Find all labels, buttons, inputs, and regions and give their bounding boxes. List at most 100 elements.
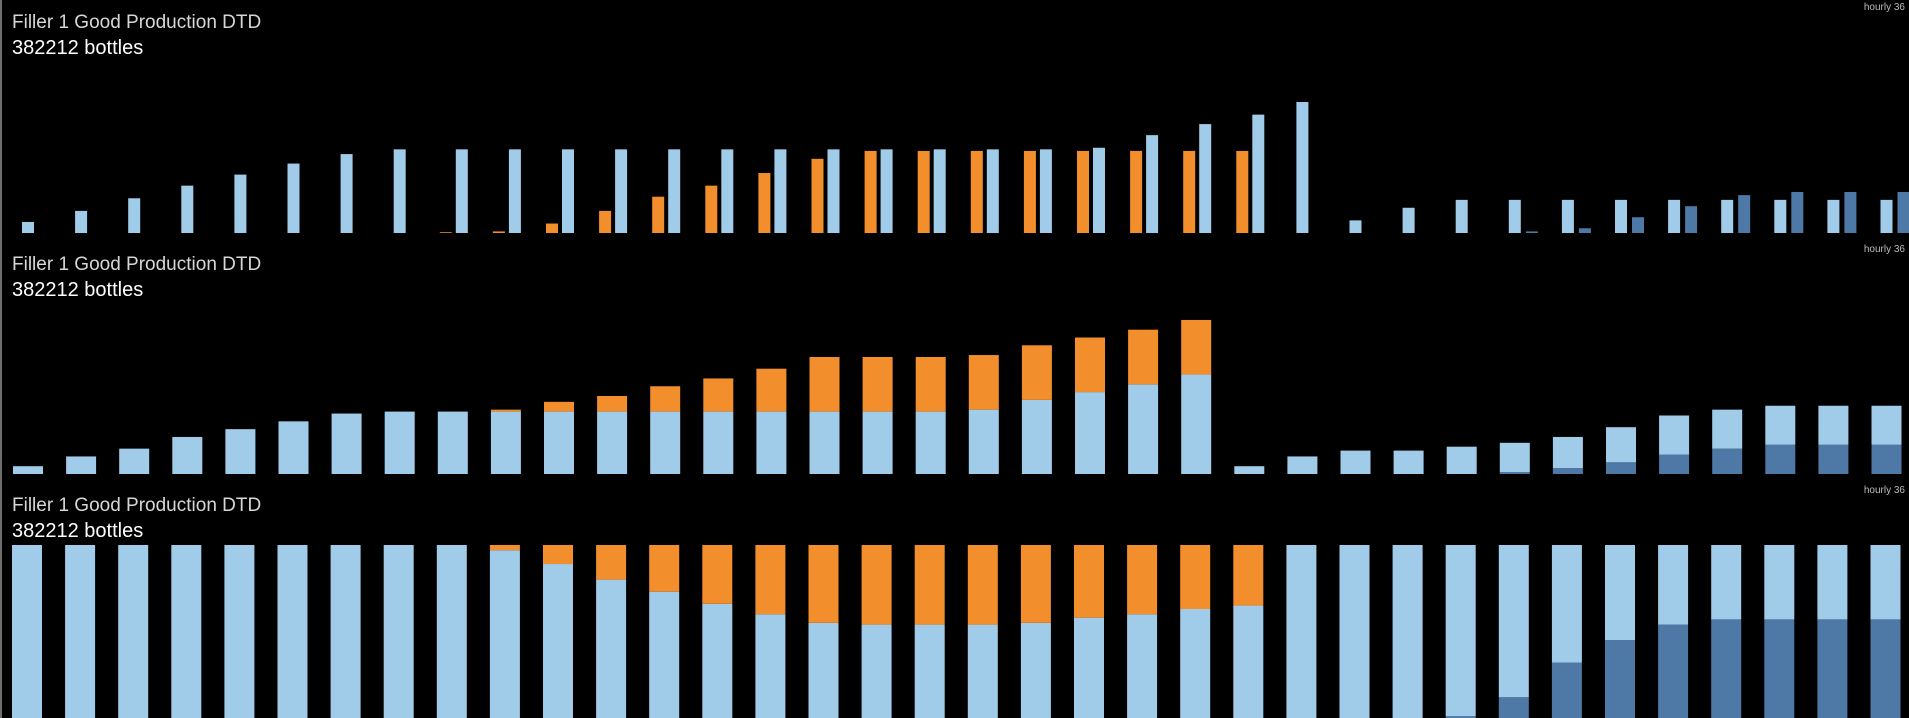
bar-reject xyxy=(756,368,787,412)
bar-other xyxy=(1606,462,1636,474)
bar-other xyxy=(1578,228,1591,233)
bar-good xyxy=(1233,605,1264,718)
chart-1-badge: hourly 36 xyxy=(1863,2,1905,13)
bar-other xyxy=(1445,716,1476,718)
bar-other xyxy=(1897,191,1909,233)
bar-reject xyxy=(492,231,505,233)
bar-reject xyxy=(650,386,681,412)
chart-panel-2: Filler 1 Good Production DTD 382212 bott… xyxy=(0,242,1909,483)
chart-3-plot xyxy=(12,545,1901,718)
bar-other xyxy=(1712,448,1743,474)
bar-good xyxy=(436,545,467,718)
bar-reject xyxy=(755,545,786,615)
bar-good xyxy=(650,411,681,474)
chart-3-badge: hourly 36 xyxy=(1863,485,1905,496)
bar-good xyxy=(277,545,308,718)
bar-reject xyxy=(544,401,574,412)
chart-2-badge: hourly 36 xyxy=(1863,244,1905,255)
bar-good xyxy=(1252,114,1265,233)
bar-good xyxy=(1764,545,1795,620)
chart-1-value: 382212 bottles xyxy=(12,37,144,59)
bar-other xyxy=(1738,195,1751,233)
bar-other xyxy=(1870,619,1901,718)
bar-good xyxy=(224,545,255,718)
bar-good xyxy=(1199,124,1212,233)
bar-good xyxy=(1552,436,1583,469)
bar-good xyxy=(1711,545,1742,620)
bar-good xyxy=(914,624,945,718)
bar-good xyxy=(1606,427,1636,463)
bar-other xyxy=(1498,697,1529,718)
bar-reject xyxy=(1236,150,1249,233)
bar-good xyxy=(1446,446,1477,474)
bar-good xyxy=(1721,199,1734,233)
bar-reject xyxy=(968,355,999,410)
bar-reject xyxy=(862,357,893,412)
bar-reject xyxy=(652,196,665,233)
bar-good xyxy=(1021,399,1052,474)
bar-reject xyxy=(1021,345,1052,400)
bar-good xyxy=(22,221,34,233)
bar-reject xyxy=(546,223,558,233)
chart-2-plot xyxy=(13,319,1902,474)
chart-3-title: Filler 1 Good Production DTD xyxy=(12,495,262,516)
bar-other xyxy=(1685,206,1698,233)
bar-good xyxy=(1445,545,1476,717)
bar-good xyxy=(1349,220,1362,233)
bar-reject xyxy=(864,150,877,233)
bar-good xyxy=(1498,545,1529,698)
bar-other xyxy=(1499,472,1530,474)
bar-good xyxy=(809,411,840,474)
bar-good xyxy=(490,411,521,474)
bar-good xyxy=(234,174,247,233)
bar-good xyxy=(597,411,628,474)
bar-good xyxy=(181,185,194,233)
bar-good xyxy=(1880,199,1893,233)
bar-reject xyxy=(967,545,998,625)
bar-good xyxy=(933,149,946,233)
bar-reject xyxy=(970,150,983,233)
bar-good xyxy=(1765,405,1796,445)
bar-good xyxy=(1181,374,1212,474)
bar-good xyxy=(1339,545,1370,718)
chart-2-title: Filler 1 Good Production DTD xyxy=(12,254,262,275)
bar-good xyxy=(12,545,42,718)
bar-good xyxy=(1020,622,1051,718)
bar-good xyxy=(119,448,150,474)
bar-good xyxy=(562,149,574,233)
bar-reject xyxy=(1020,545,1051,623)
bar-good xyxy=(1402,207,1415,233)
bar-good xyxy=(13,466,43,474)
bar-reject xyxy=(1077,150,1089,233)
bar-good xyxy=(615,149,628,233)
bar-good xyxy=(1127,614,1158,718)
chart-3-value: 382212 bottles xyxy=(12,520,144,542)
bar-other xyxy=(1525,231,1538,233)
bar-good xyxy=(1180,609,1211,718)
bar-good xyxy=(383,545,414,718)
chart-1-title: Filler 1 Good Production DTD xyxy=(12,12,262,33)
bar-good xyxy=(66,456,97,474)
bar-good xyxy=(384,411,415,474)
bar-reject xyxy=(596,545,627,580)
bar-reject xyxy=(705,185,718,233)
bar-good xyxy=(278,421,309,474)
bar-reject xyxy=(1183,150,1196,233)
bar-reject xyxy=(808,545,839,623)
bar-good xyxy=(967,624,998,718)
bar-good xyxy=(986,149,999,233)
bar-other xyxy=(1551,662,1582,718)
bar-other xyxy=(1817,619,1848,718)
bar-reject xyxy=(1127,545,1158,615)
chart-2-value: 382212 bottles xyxy=(12,279,144,301)
bar-good xyxy=(128,198,141,233)
bar-reject xyxy=(1074,545,1104,618)
bar-other xyxy=(1658,624,1689,718)
bar-good xyxy=(437,411,468,474)
bar-good xyxy=(774,149,787,233)
bar-good xyxy=(489,550,520,718)
bar-other xyxy=(1844,191,1857,233)
bar-good xyxy=(65,545,96,718)
bar-good xyxy=(1286,545,1317,718)
bar-good xyxy=(1287,456,1318,474)
